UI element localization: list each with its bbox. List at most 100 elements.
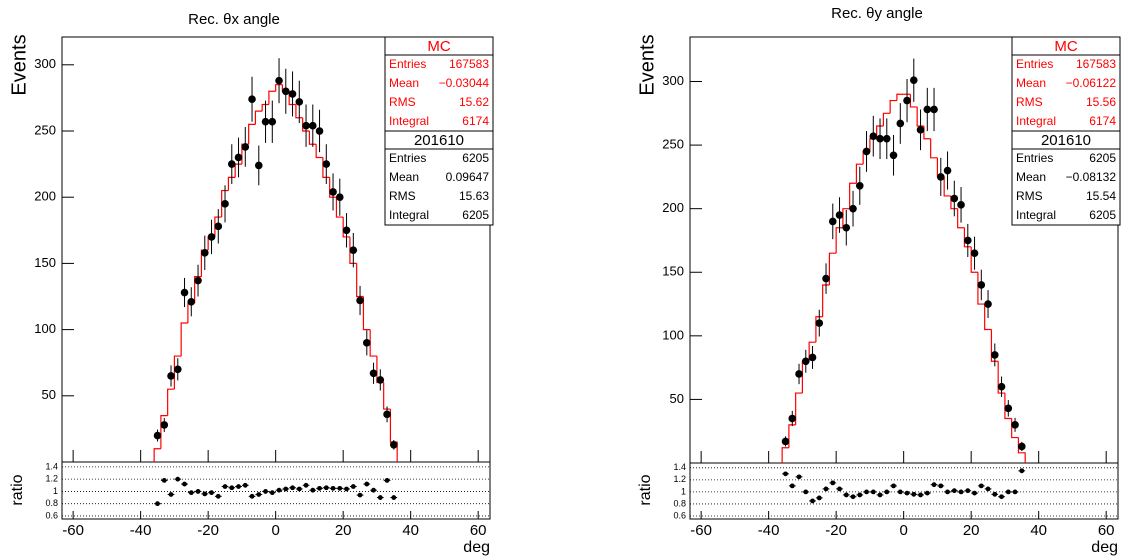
stats-label: Integral (1016, 114, 1056, 128)
ratio-point (209, 490, 214, 496)
data-point (1004, 404, 1013, 413)
ratio-point (384, 477, 390, 483)
ratio-point (283, 486, 289, 492)
mc-step (295, 104, 303, 119)
mc-step (167, 388, 175, 416)
data-point (795, 370, 803, 378)
ratio-point (958, 489, 964, 495)
mc-step (369, 329, 377, 357)
y-tick-label: 150 (34, 255, 56, 270)
data-point (308, 121, 317, 130)
ratio-point (864, 489, 869, 495)
ratio-point (215, 493, 221, 499)
ratio-point (945, 489, 950, 495)
stats-value: 15.62 (459, 95, 489, 109)
mc-step (896, 93, 904, 101)
ratio-tick-label: 1.4 (673, 462, 686, 472)
stats-value: 6174 (1089, 114, 1116, 128)
x-tick-label: 0 (899, 522, 907, 539)
ratio-point (323, 485, 329, 491)
ratio-point (296, 486, 302, 492)
stats-label: RMS (389, 95, 416, 109)
data-point (990, 351, 999, 359)
x-axis-label: deg (1091, 539, 1118, 556)
ratio-point (168, 492, 174, 497)
data-point (160, 421, 169, 429)
mc-step (882, 112, 891, 127)
data-point (808, 353, 817, 362)
ratio-point (175, 476, 181, 482)
data-point (180, 288, 189, 297)
x-axis-label: deg (463, 539, 490, 556)
data-point (254, 161, 263, 170)
mc-step (808, 341, 816, 362)
data-point (923, 105, 932, 114)
data-point (869, 132, 878, 140)
mc-step (194, 276, 202, 304)
stats-label: Entries (389, 57, 426, 71)
mc-step (916, 106, 924, 127)
data-point (801, 357, 810, 366)
mc-step (180, 322, 188, 357)
stats-label: Integral (389, 208, 429, 222)
stats-value: 0.09647 (446, 170, 490, 184)
mc-step (984, 304, 992, 331)
data-point (227, 160, 236, 168)
x-tick-label: -40 (130, 522, 152, 539)
data-point (849, 204, 857, 213)
ratio-point (823, 486, 829, 492)
mc-step (153, 448, 161, 462)
data-point (1011, 421, 1019, 429)
ratio-point (1019, 468, 1025, 474)
ratio-point (222, 484, 228, 489)
ratio-point (816, 495, 822, 501)
stats-label: Entries (1016, 151, 1053, 165)
ratio-point (263, 489, 268, 494)
ratio-point (857, 492, 863, 498)
stats-box (1011, 130, 1121, 226)
x-tick-label: 40 (402, 522, 419, 539)
ratio-point (810, 498, 815, 504)
ratio-point (236, 484, 241, 489)
data-point (383, 410, 391, 419)
data-point (234, 153, 243, 162)
data-point (248, 95, 256, 104)
mc-step (909, 94, 918, 108)
data-point (781, 437, 790, 446)
mc-step (261, 103, 269, 112)
y-axis-label: Events (636, 34, 658, 95)
data-point (903, 96, 911, 105)
ratio-point (337, 485, 343, 491)
mc-step (788, 424, 796, 448)
ratio-tick-label: 1.4 (45, 461, 58, 471)
stats-value: 15.54 (1086, 189, 1116, 203)
mc-step (997, 361, 1005, 394)
ratio-tick-label: 1.2 (673, 474, 686, 484)
data-point (349, 246, 358, 254)
data-point (882, 134, 891, 143)
stats-label: Mean (389, 76, 419, 90)
stats-value: 15.56 (1086, 95, 1116, 109)
ratio-point (391, 495, 397, 500)
mc-step (855, 163, 864, 184)
mc-step (362, 296, 371, 331)
chart-title: Rec. θx angle (188, 11, 280, 28)
data-point (241, 143, 250, 151)
stats-label: RMS (389, 189, 416, 203)
y-tick-label: 200 (662, 200, 684, 215)
ratio-point (951, 488, 957, 494)
ratio-point (290, 485, 295, 491)
y-tick-label: 250 (662, 137, 684, 152)
ratio-point (357, 492, 363, 498)
y-tick-label: 250 (34, 122, 56, 137)
data-point (302, 121, 310, 130)
data-point (1018, 442, 1026, 451)
ratio-point (317, 485, 322, 491)
ratio-point (276, 487, 282, 493)
mc-step (173, 355, 182, 390)
mc-step (268, 90, 276, 105)
data-point (342, 226, 351, 235)
stats-label: RMS (1016, 95, 1043, 109)
x-tick-label: 60 (470, 522, 487, 539)
ratio-point (796, 474, 802, 480)
